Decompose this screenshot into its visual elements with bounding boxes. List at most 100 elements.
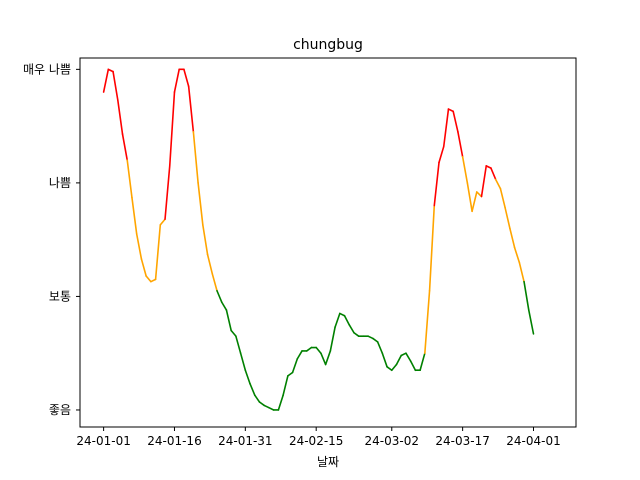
series-line-segment xyxy=(192,131,199,184)
series-line-segment xyxy=(527,309,535,335)
series-line-segment xyxy=(452,110,459,133)
x-tick-label: 24-04-01 xyxy=(506,434,560,448)
series-line-segment xyxy=(258,401,266,407)
series-line-segment xyxy=(291,358,299,374)
series-line-segment xyxy=(159,218,166,226)
x-axis-label: 날짜 xyxy=(317,455,339,469)
series-line-segment xyxy=(461,155,469,184)
series-line-segment xyxy=(400,352,407,357)
series-line-segment xyxy=(230,329,237,337)
series-line-segment xyxy=(466,182,473,213)
series-line-segment xyxy=(353,331,360,337)
series-line-segment xyxy=(235,335,242,355)
series-line-segment xyxy=(173,68,180,93)
series-line-segment xyxy=(135,233,143,260)
series-line-segment xyxy=(145,275,152,283)
series-line-segment xyxy=(202,224,209,256)
series-line-segment xyxy=(386,366,393,372)
series-line-segment xyxy=(253,394,261,403)
y-tick-label: 나쁨 xyxy=(49,176,71,190)
series-line-segment xyxy=(112,70,119,101)
x-tick-label: 24-01-01 xyxy=(76,434,130,448)
series-line-segment xyxy=(381,352,388,368)
series-line-segment xyxy=(116,99,124,135)
y-tick-label: 보통 xyxy=(49,289,71,303)
series-line-segment xyxy=(442,108,450,148)
series-line-segment xyxy=(504,207,511,230)
series-line-segment xyxy=(249,383,256,397)
y-axis: 좋음 보통 나쁨 매우 나쁨 xyxy=(23,62,80,417)
series-line-segment xyxy=(315,346,322,355)
series-line-segment xyxy=(523,280,530,311)
series-line-segment xyxy=(457,131,464,158)
series-line-segment xyxy=(424,289,431,355)
series-line-segment xyxy=(395,354,403,366)
series-line-segment xyxy=(225,309,232,332)
series-line-segment xyxy=(220,301,228,311)
series-line-segment xyxy=(518,261,525,283)
series-line-segment xyxy=(494,178,502,190)
series-line-segment xyxy=(102,68,110,93)
series-line-segment xyxy=(168,91,176,167)
series-line-segment xyxy=(296,350,303,360)
series-line-segment xyxy=(339,312,346,317)
series-line-segment xyxy=(428,204,436,292)
series-line-segment xyxy=(509,227,516,249)
series-line-segment xyxy=(480,165,488,198)
series-line-segment xyxy=(367,335,374,340)
series-line-segment xyxy=(405,352,412,362)
series-line-segment xyxy=(334,312,341,328)
axes-frame xyxy=(79,57,577,428)
series-line-segment xyxy=(433,161,440,207)
series-line-segment xyxy=(164,165,171,221)
y-tick-label: 매우 나쁨 xyxy=(23,62,71,76)
series-line-segment xyxy=(490,167,497,181)
plot-area xyxy=(102,68,535,411)
series-line-segment xyxy=(438,145,445,164)
x-axis: 24-01-01 24-01-16 24-01-31 24-02-15 24-03-02… xyxy=(76,427,561,448)
x-tick-label: 24-01-31 xyxy=(218,434,272,448)
series-line-segment xyxy=(499,187,506,209)
series-line-segment xyxy=(183,68,190,88)
series-line-segment xyxy=(140,258,147,277)
series-line-segment xyxy=(419,352,426,372)
x-tick-label: 24-02-15 xyxy=(289,434,343,448)
series-line-segment xyxy=(150,278,157,283)
series-line-segment xyxy=(126,159,133,199)
series-line-segment xyxy=(197,182,204,226)
series-line-segment xyxy=(409,360,417,372)
series-line-segment xyxy=(372,337,379,343)
series-line-segment xyxy=(216,289,223,303)
series-line-segment xyxy=(121,133,129,161)
series-line-segment xyxy=(206,253,214,275)
series-line-segment xyxy=(287,371,294,377)
y-tick-label: 좋음 xyxy=(49,403,71,417)
series-line-segment xyxy=(390,363,398,372)
series-line-segment xyxy=(305,346,313,352)
series-line-segment xyxy=(320,352,327,366)
x-tick-label: 24-01-16 xyxy=(147,434,201,448)
series-line-segment xyxy=(513,246,521,264)
series-line-segment xyxy=(244,369,251,385)
series-line-segment xyxy=(282,375,289,397)
series-line-segment xyxy=(107,68,114,73)
series-line-segment xyxy=(239,352,247,372)
x-tick-label: 24-03-02 xyxy=(365,434,419,448)
series-line-segment xyxy=(475,191,483,198)
series-line-segment xyxy=(471,191,478,213)
series-line-segment xyxy=(277,394,284,411)
series-line-segment xyxy=(268,406,275,411)
series-line-segment xyxy=(376,341,384,355)
series-line-segment xyxy=(329,326,336,352)
x-tick-label: 24-03-17 xyxy=(435,434,489,448)
series-line-segment xyxy=(343,314,351,326)
series-line-segment xyxy=(348,324,355,334)
series-line-segment xyxy=(211,272,218,292)
series-line-segment xyxy=(187,85,195,133)
series-line-segment xyxy=(447,108,454,113)
series-line-segment xyxy=(131,196,138,235)
series-line-segment xyxy=(324,350,332,366)
chart-title: chungbug xyxy=(293,37,363,53)
